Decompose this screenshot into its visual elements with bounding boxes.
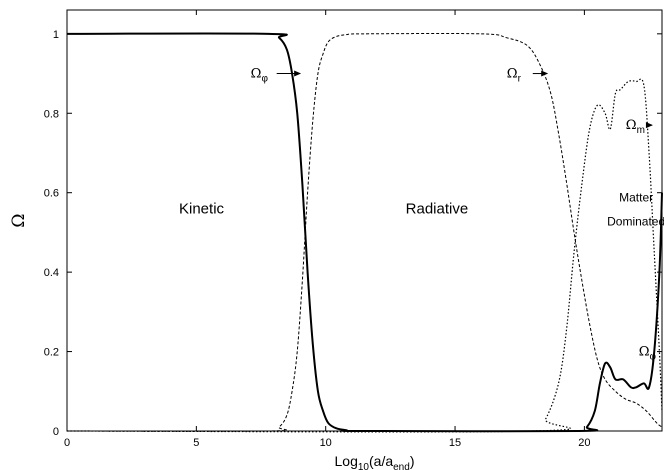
series-line bbox=[66, 78, 663, 433]
x-tick-label: 15 bbox=[449, 437, 461, 449]
y-tick-label: 0.4 bbox=[44, 267, 59, 279]
plot-frame bbox=[66, 9, 663, 432]
y-tick-label: 1 bbox=[53, 29, 59, 41]
annotation-arrowhead bbox=[541, 70, 549, 77]
x-axis-label: Log10(a/aend) bbox=[335, 453, 415, 470]
annotation-arrowhead bbox=[294, 70, 302, 77]
y-tick-label: 0 bbox=[53, 426, 59, 438]
region-label: Kinetic bbox=[179, 201, 225, 218]
series-group bbox=[66, 32, 663, 433]
region-label: Matter bbox=[619, 191, 653, 205]
x-tick-label: 0 bbox=[64, 437, 70, 449]
region-label: Dominated bbox=[607, 215, 664, 229]
series-annotation: Ωφ bbox=[639, 345, 657, 363]
annotations: Ωφ Ωr Ωm Ωφ bbox=[251, 67, 657, 363]
series-annotation: Ωφ bbox=[251, 67, 269, 85]
series-annotation: Ωm bbox=[626, 118, 645, 136]
y-axis-label: Ω bbox=[9, 213, 29, 227]
x-tick-label: 20 bbox=[578, 437, 590, 449]
y-tick-label: 0.2 bbox=[44, 347, 59, 359]
y-tick-label: 0.8 bbox=[44, 108, 59, 120]
series-annotation: Ωr bbox=[507, 67, 522, 85]
x-tick-label: 10 bbox=[320, 437, 332, 449]
annotation-arrowhead bbox=[645, 122, 653, 129]
axis-ticks: 0 5 10 15 20 0 0.2 0.4 0.6 0.8 1 bbox=[44, 10, 662, 449]
region-label: Radiative bbox=[406, 201, 469, 218]
x-tick-label: 5 bbox=[193, 437, 199, 449]
region-labels: Kinetic Radiative Matter Dominated bbox=[179, 191, 664, 229]
series-line bbox=[66, 33, 663, 432]
y-tick-label: 0.6 bbox=[44, 188, 59, 200]
series-line bbox=[66, 32, 663, 433]
plot-border bbox=[66, 9, 663, 432]
